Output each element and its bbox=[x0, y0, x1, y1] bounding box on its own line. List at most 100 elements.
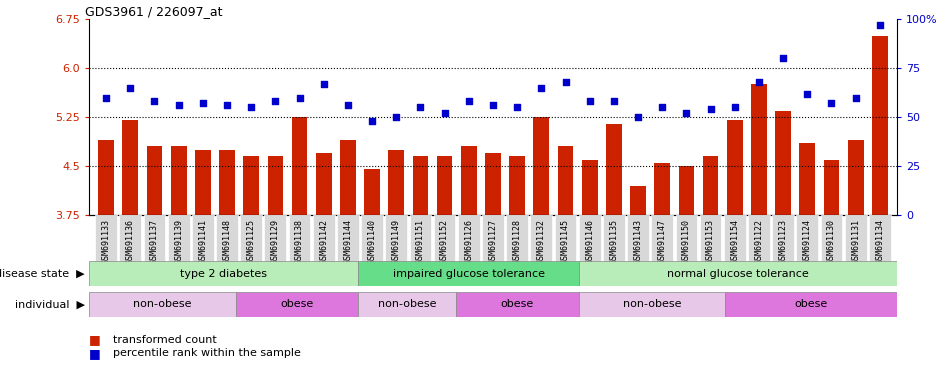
Point bbox=[751, 79, 766, 85]
Point bbox=[800, 91, 815, 97]
Text: type 2 diabetes: type 2 diabetes bbox=[180, 268, 268, 279]
Point bbox=[848, 94, 863, 101]
Bar bbox=[485, 153, 500, 215]
Point bbox=[654, 104, 670, 111]
Text: GSM691131: GSM691131 bbox=[851, 218, 860, 263]
Bar bbox=[799, 143, 815, 215]
Bar bbox=[578, 261, 897, 286]
Text: GDS3961 / 226097_at: GDS3961 / 226097_at bbox=[85, 5, 223, 18]
Text: GSM691151: GSM691151 bbox=[416, 218, 425, 263]
Bar bbox=[265, 215, 286, 286]
Bar bbox=[340, 140, 356, 215]
Point bbox=[510, 104, 525, 111]
Text: obese: obese bbox=[281, 299, 314, 310]
Bar bbox=[679, 166, 694, 215]
Bar bbox=[192, 215, 214, 286]
Bar bbox=[606, 124, 622, 215]
Text: GSM691126: GSM691126 bbox=[464, 218, 473, 263]
Bar bbox=[316, 153, 331, 215]
Text: GSM691152: GSM691152 bbox=[440, 218, 449, 263]
Text: disease state  ▶: disease state ▶ bbox=[0, 268, 85, 279]
Bar bbox=[364, 169, 380, 215]
Bar bbox=[821, 215, 842, 286]
Point bbox=[99, 94, 114, 101]
Bar bbox=[654, 163, 670, 215]
Bar bbox=[359, 261, 578, 286]
Text: GSM691134: GSM691134 bbox=[875, 218, 885, 263]
Text: individual  ▶: individual ▶ bbox=[14, 299, 85, 310]
Bar bbox=[627, 215, 649, 286]
Point bbox=[292, 94, 307, 101]
Text: GSM691135: GSM691135 bbox=[609, 218, 619, 263]
Bar bbox=[578, 215, 601, 286]
Point bbox=[776, 55, 791, 61]
Bar bbox=[726, 292, 897, 317]
Bar bbox=[95, 215, 117, 286]
Bar bbox=[119, 215, 141, 286]
Bar bbox=[146, 147, 162, 215]
Text: normal glucose tolerance: normal glucose tolerance bbox=[667, 268, 808, 279]
Bar bbox=[389, 150, 404, 215]
Bar bbox=[313, 215, 334, 286]
Text: GSM691141: GSM691141 bbox=[198, 218, 208, 263]
Bar bbox=[652, 215, 673, 286]
Text: GSM691146: GSM691146 bbox=[585, 218, 594, 263]
Bar bbox=[216, 215, 238, 286]
Bar bbox=[268, 156, 284, 215]
Bar bbox=[219, 150, 235, 215]
Point bbox=[630, 114, 645, 120]
Bar bbox=[751, 84, 767, 215]
Bar bbox=[748, 215, 770, 286]
Bar bbox=[582, 160, 597, 215]
Point bbox=[533, 85, 548, 91]
Point bbox=[558, 79, 573, 85]
Bar bbox=[171, 147, 187, 215]
Point bbox=[171, 102, 186, 108]
Text: ■: ■ bbox=[89, 333, 101, 346]
Bar bbox=[385, 215, 408, 286]
Text: GSM691133: GSM691133 bbox=[101, 218, 111, 263]
Point bbox=[485, 102, 500, 108]
Point bbox=[389, 114, 404, 120]
Point bbox=[582, 98, 597, 104]
Bar bbox=[675, 215, 698, 286]
Point bbox=[268, 98, 283, 104]
Point bbox=[413, 104, 428, 111]
Text: GSM691125: GSM691125 bbox=[247, 218, 255, 263]
Text: non-obese: non-obese bbox=[133, 299, 192, 310]
Text: percentile rank within the sample: percentile rank within the sample bbox=[113, 348, 300, 358]
Bar bbox=[578, 292, 726, 317]
Bar bbox=[506, 215, 528, 286]
Bar bbox=[409, 215, 431, 286]
Text: obese: obese bbox=[500, 299, 534, 310]
Text: GSM691132: GSM691132 bbox=[537, 218, 546, 263]
Bar bbox=[362, 215, 383, 286]
Text: GSM691130: GSM691130 bbox=[827, 218, 836, 263]
Text: GSM691145: GSM691145 bbox=[561, 218, 570, 263]
Bar bbox=[630, 186, 646, 215]
Point bbox=[123, 85, 138, 91]
Text: GSM691150: GSM691150 bbox=[682, 218, 691, 263]
Point bbox=[195, 100, 210, 106]
Point bbox=[220, 102, 235, 108]
Bar bbox=[724, 215, 746, 286]
Text: GSM691129: GSM691129 bbox=[270, 218, 280, 263]
Text: GSM691148: GSM691148 bbox=[223, 218, 232, 263]
Text: GSM691154: GSM691154 bbox=[731, 218, 739, 263]
Text: GSM691137: GSM691137 bbox=[150, 218, 159, 263]
Bar bbox=[122, 121, 138, 215]
Bar bbox=[772, 215, 794, 286]
Bar bbox=[533, 117, 549, 215]
Bar bbox=[845, 215, 867, 286]
Point bbox=[872, 22, 887, 28]
Point bbox=[244, 104, 259, 111]
Bar bbox=[243, 156, 259, 215]
Text: GSM691128: GSM691128 bbox=[513, 218, 522, 263]
Bar bbox=[558, 147, 574, 215]
Bar bbox=[195, 150, 210, 215]
Bar bbox=[168, 215, 190, 286]
Bar bbox=[555, 215, 577, 286]
Text: GSM691142: GSM691142 bbox=[319, 218, 329, 263]
Point bbox=[824, 100, 839, 106]
Bar bbox=[872, 36, 887, 215]
